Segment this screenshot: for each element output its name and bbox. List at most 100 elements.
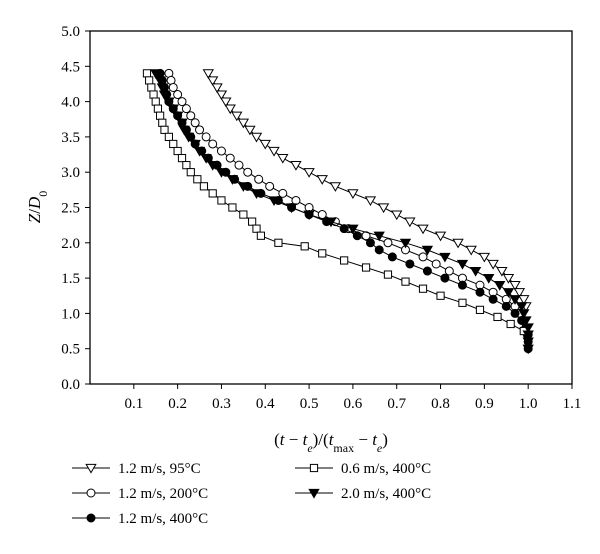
data-point (244, 125, 256, 136)
data-point (277, 153, 289, 164)
data-point (300, 242, 309, 251)
data-point (352, 231, 362, 241)
legend-label: 0.6 m/s, 400°C (341, 461, 431, 477)
y-tick-label: 0.5 (61, 342, 80, 358)
x-tick-label: 0.5 (300, 396, 319, 412)
data-point (176, 118, 188, 129)
x-tick-label: 0.8 (431, 396, 450, 412)
x-tick-label: 0.7 (387, 396, 406, 412)
data-point (158, 90, 171, 101)
data-point (215, 168, 228, 178)
data-point (494, 281, 506, 291)
data-point (340, 256, 349, 265)
data-point (215, 90, 228, 101)
y-tick-label: 3.0 (61, 165, 80, 181)
series-line (155, 73, 529, 349)
data-point (193, 146, 206, 157)
legend-label: 1.2 m/s, 400°C (118, 511, 208, 527)
legend-marker (86, 488, 96, 498)
data-point (217, 196, 226, 205)
data-point (164, 132, 173, 142)
data-point (225, 153, 235, 163)
data-point (278, 188, 288, 198)
data-point (404, 217, 416, 228)
series-0 (202, 69, 532, 312)
data-point (147, 83, 156, 92)
y-tick-label: 1.0 (61, 306, 80, 322)
data-point (151, 97, 160, 106)
data-point (193, 175, 202, 184)
legend-item: 2.0 m/s, 400°C (295, 486, 431, 502)
data-point (325, 217, 337, 228)
data-point (156, 83, 168, 94)
y-tick-label: 4.5 (61, 59, 80, 75)
data-point (364, 196, 377, 207)
data-point (211, 83, 223, 94)
axis-ticks: 0.1 0.2 0.3 0.4 0.5 0.6 0.7 0.8 0.9 1.0 1.1 0.0 0.5 1… (61, 24, 581, 412)
data-point (202, 69, 214, 79)
data-point (387, 252, 397, 262)
data-point (201, 132, 211, 142)
data-point (254, 174, 264, 184)
data-point (431, 259, 441, 269)
series-4 (150, 69, 534, 355)
data-point (200, 153, 212, 164)
data-point (173, 146, 182, 156)
x-tick-label: 0.6 (344, 396, 363, 412)
data-point (186, 168, 195, 177)
y-tick-label: 0.0 (61, 377, 80, 393)
data-point (224, 104, 236, 115)
data-point (248, 217, 257, 226)
data-point (142, 69, 152, 78)
data-point (418, 284, 428, 293)
x-axis-label: (t − te)/(tmax − te) (274, 430, 388, 455)
data-point (401, 277, 410, 286)
data-point (502, 288, 515, 298)
data-point (509, 295, 521, 305)
legend-label: 2.0 m/s, 400°C (341, 486, 431, 502)
data-point (475, 287, 485, 297)
x-tick-label: 1.0 (519, 396, 538, 412)
data-point (329, 182, 342, 192)
data-point (274, 238, 283, 247)
legend-item: 1.2 m/s, 200°C (72, 486, 208, 502)
data-point (189, 139, 201, 150)
data-point (439, 252, 451, 263)
data-point (231, 111, 243, 122)
data-point (502, 274, 515, 284)
data-point (444, 266, 454, 276)
data-point (259, 139, 271, 150)
data-point (522, 344, 534, 355)
data-point (156, 111, 165, 120)
data-point (399, 238, 412, 249)
data-point (208, 189, 217, 198)
data-point (177, 97, 187, 107)
data-point (199, 182, 209, 191)
data-point (434, 231, 447, 242)
series-2 (155, 68, 533, 354)
data-point (361, 263, 371, 272)
data-point (252, 224, 261, 233)
data-point (181, 104, 191, 114)
data-point (483, 274, 495, 284)
data-point (220, 97, 232, 108)
data-point (268, 196, 280, 207)
data-point (506, 319, 515, 329)
data-point (522, 337, 534, 348)
data-point (522, 330, 534, 341)
data-point (456, 259, 469, 270)
data-point (374, 245, 384, 255)
data-point (250, 132, 263, 143)
data-point (509, 281, 521, 291)
data-point (383, 238, 393, 248)
data-point (207, 161, 219, 171)
data-point (182, 161, 191, 170)
legend-marker (86, 513, 96, 523)
data-point (452, 238, 464, 249)
legend-marker (309, 463, 319, 473)
legend-item: 0.6 m/s, 400°C (295, 461, 431, 477)
y-tick-label: 4.0 (61, 95, 80, 111)
data-point (158, 118, 167, 127)
data-point (243, 167, 253, 177)
